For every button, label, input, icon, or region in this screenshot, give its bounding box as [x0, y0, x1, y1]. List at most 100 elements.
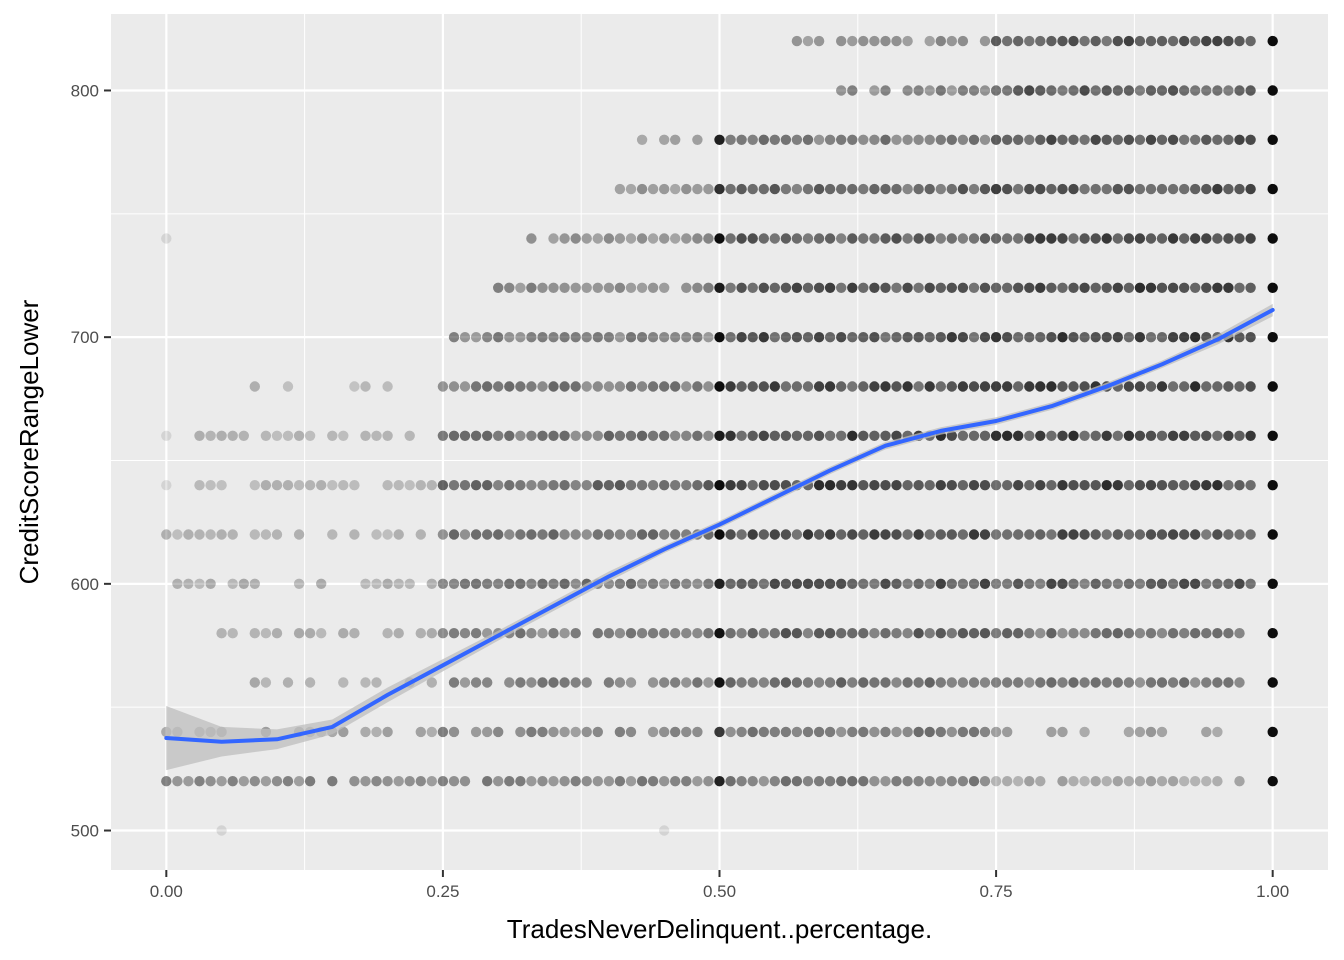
data-point — [470, 332, 482, 343]
data-point — [847, 578, 858, 589]
data-point — [858, 282, 869, 293]
data-point — [1245, 381, 1256, 392]
data-point — [1024, 332, 1035, 343]
data-point — [437, 628, 449, 639]
data-point — [1002, 134, 1013, 145]
data-point — [1046, 578, 1057, 589]
data-point — [1145, 282, 1157, 293]
data-point — [1212, 35, 1223, 47]
data-point — [670, 381, 681, 392]
data-point — [836, 282, 847, 293]
data-point — [515, 430, 526, 441]
data-point — [913, 85, 924, 96]
data-point — [205, 578, 216, 589]
data-point — [858, 430, 869, 441]
data-point — [891, 332, 902, 343]
data-point — [1234, 85, 1245, 96]
data-point — [1101, 677, 1112, 688]
data-point — [360, 578, 371, 589]
data-point — [371, 529, 382, 540]
data-point — [1167, 332, 1179, 343]
data-point — [227, 776, 238, 787]
data-point — [1101, 480, 1112, 491]
data-point — [813, 332, 825, 343]
data-point — [703, 677, 714, 688]
data-point — [1179, 85, 1190, 96]
data-point — [647, 183, 659, 195]
data-point — [625, 282, 637, 293]
data-point — [769, 529, 780, 540]
data-point — [1090, 282, 1101, 293]
data-point — [282, 430, 294, 441]
data-point — [183, 578, 194, 589]
data-point — [382, 529, 393, 540]
data-point — [935, 282, 946, 293]
data-point — [304, 677, 316, 688]
data-point — [636, 233, 648, 244]
data-point — [216, 529, 227, 540]
data-point — [426, 480, 437, 491]
data-point — [1090, 233, 1101, 244]
data-point — [802, 35, 814, 47]
data-point — [1024, 381, 1035, 392]
data-point — [1090, 677, 1101, 688]
data-point — [813, 381, 825, 392]
data-point — [581, 677, 592, 688]
data-point — [957, 430, 969, 441]
data-point — [747, 578, 758, 589]
data-point — [1013, 776, 1024, 787]
data-point — [1212, 529, 1223, 540]
data-point — [791, 282, 803, 293]
data-point — [515, 578, 526, 589]
data-point — [1057, 134, 1068, 145]
data-point — [659, 726, 670, 738]
data-point — [935, 332, 946, 343]
data-point — [592, 529, 603, 540]
data-point — [902, 677, 913, 688]
data-point — [869, 381, 880, 392]
data-point — [758, 134, 769, 145]
data-point — [836, 480, 847, 491]
data-point — [371, 430, 382, 441]
data-point — [813, 35, 825, 47]
data-point — [526, 677, 537, 688]
data-point — [1068, 233, 1079, 244]
data-point — [692, 480, 703, 491]
data-point — [338, 480, 349, 491]
data-point — [869, 85, 880, 96]
data-point — [924, 233, 935, 244]
data-point — [1002, 480, 1013, 491]
data-point — [836, 381, 847, 392]
data-point — [537, 430, 548, 441]
data-point — [338, 677, 349, 688]
data-point — [1212, 183, 1223, 195]
data-point — [393, 628, 404, 639]
data-point — [1002, 628, 1013, 639]
data-point — [891, 381, 902, 392]
data-point — [470, 381, 482, 392]
data-point — [736, 677, 747, 688]
data-point — [769, 726, 780, 738]
data-point — [1046, 677, 1057, 688]
data-point — [681, 726, 692, 738]
data-point — [1267, 134, 1278, 145]
data-point — [836, 430, 847, 441]
data-point — [869, 282, 880, 293]
data-point — [1101, 85, 1112, 96]
data-point — [1024, 628, 1035, 639]
data-point — [1002, 578, 1013, 589]
data-point — [1057, 332, 1068, 343]
data-point — [515, 677, 526, 688]
data-point — [1267, 282, 1278, 293]
data-point — [493, 381, 504, 392]
data-point — [526, 233, 537, 244]
data-point — [636, 282, 648, 293]
data-point — [946, 529, 957, 540]
data-point — [1112, 776, 1124, 787]
data-point — [1035, 85, 1046, 96]
data-point — [249, 628, 260, 639]
data-point — [869, 134, 880, 145]
data-point — [1013, 677, 1024, 688]
data-point — [747, 332, 758, 343]
data-point — [570, 233, 581, 244]
